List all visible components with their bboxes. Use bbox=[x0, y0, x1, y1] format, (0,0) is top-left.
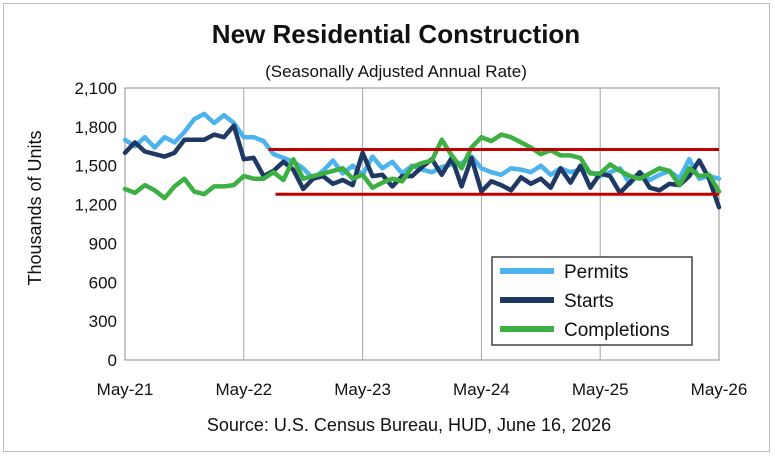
x-tick-label: May-22 bbox=[215, 380, 272, 399]
y-tick-label: 2,100 bbox=[74, 79, 117, 98]
legend-label-permits: Permits bbox=[564, 262, 628, 283]
x-tick-label: May-24 bbox=[453, 380, 510, 399]
y-tick-label: 300 bbox=[89, 312, 117, 331]
x-tick-label: May-26 bbox=[691, 380, 748, 399]
source-note: Source: U.S. Census Bureau, HUD, June 16… bbox=[207, 415, 611, 435]
chart-subtitle: (Seasonally Adjusted Annual Rate) bbox=[265, 62, 527, 81]
y-tick-label: 1,800 bbox=[74, 118, 117, 137]
legend-items: Permits Starts Completions bbox=[500, 262, 670, 341]
legend-label-starts: Starts bbox=[564, 291, 614, 312]
chart-title: New Residential Construction bbox=[212, 19, 580, 49]
annotation-lines bbox=[268, 148, 719, 196]
y-tick-label: 0 bbox=[108, 351, 117, 370]
y-tick-label: 600 bbox=[89, 273, 117, 292]
x-tick-label: May-25 bbox=[572, 380, 629, 399]
series-line-completions bbox=[122, 132, 722, 201]
x-tick-label: May-23 bbox=[334, 380, 391, 399]
y-axis-label: Thousands of Units bbox=[25, 130, 45, 285]
y-tick-label: 1,500 bbox=[74, 157, 117, 176]
y-axis-ticks: 0 300 600 900 1,200 1,500 1,800 2,100 bbox=[74, 79, 117, 370]
y-tick-label: 900 bbox=[89, 234, 117, 253]
x-tick-label: May-21 bbox=[97, 380, 154, 399]
x-axis-ticks: May-21 May-22 May-23 May-24 May-25 May-26 bbox=[97, 380, 748, 399]
legend: Permits Starts Completions bbox=[491, 256, 693, 346]
legend-label-completions: Completions bbox=[564, 320, 670, 341]
y-tick-label: 1,200 bbox=[74, 196, 117, 215]
